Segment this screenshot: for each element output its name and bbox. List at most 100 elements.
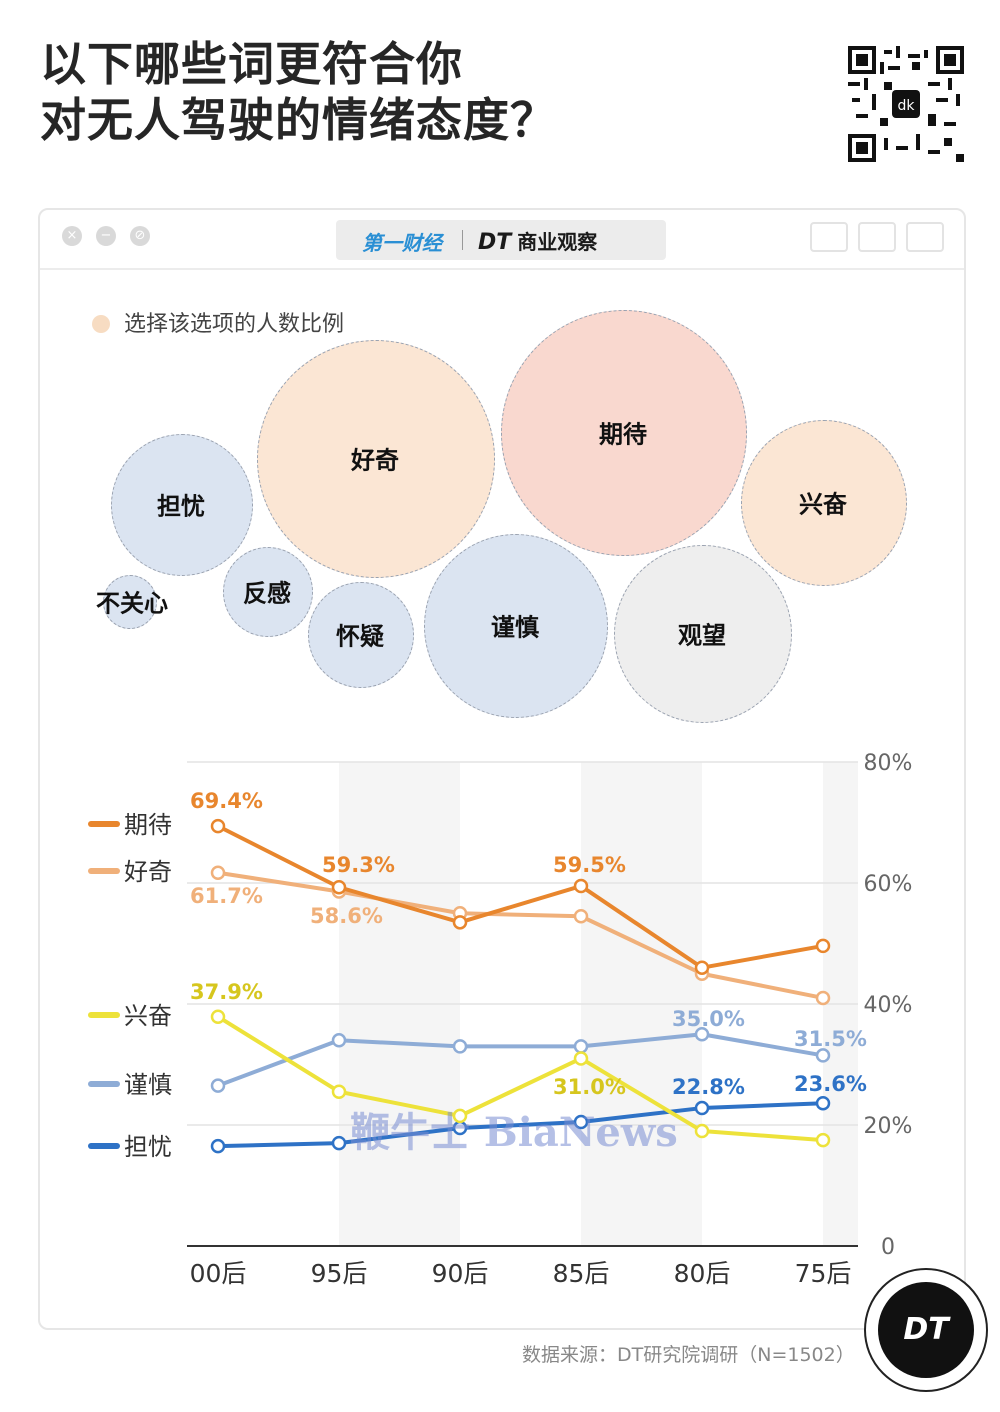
window-titlebar: × − ⊘ 第一财经 DT 商业观察 <box>40 210 964 270</box>
x-tick-label: 75后 <box>795 1259 852 1288</box>
close-icon[interactable]: × <box>62 226 82 246</box>
data-label: 37.9% <box>190 980 263 1004</box>
bubble <box>308 582 414 688</box>
data-label: 58.6% <box>310 904 383 928</box>
legend-label: 谨慎 <box>124 1071 172 1099</box>
data-label: 59.5% <box>553 853 626 877</box>
window-icon[interactable] <box>906 222 944 252</box>
data-point <box>331 1084 347 1099</box>
source-note: 数据来源：DT研究院调研（N=1502） <box>522 1344 855 1366</box>
data-point <box>210 1138 226 1154</box>
bubble-label: 好奇 <box>351 446 399 475</box>
data-point <box>331 1033 347 1048</box>
bubble-label: 期待 <box>599 420 647 449</box>
bubble <box>614 545 792 723</box>
dt-logo-mark: DT <box>478 230 512 255</box>
bubble-label: 谨慎 <box>491 613 539 642</box>
title-line-2: 对无人驾驶的情绪态度？ <box>40 93 557 147</box>
data-point <box>210 1078 226 1093</box>
data-point <box>573 1039 589 1054</box>
dt-badge-logo: DT <box>878 1282 974 1378</box>
x-tick-label: 80后 <box>674 1259 731 1288</box>
bubble-label: 反感 <box>243 579 291 608</box>
bubble <box>103 575 157 629</box>
bubble-label: 观望 <box>678 621 726 650</box>
data-point <box>694 960 710 975</box>
data-point <box>573 878 589 894</box>
minimize-icon[interactable]: − <box>96 226 116 246</box>
x-tick-label: 95后 <box>311 1259 368 1288</box>
share-icon[interactable] <box>858 222 896 252</box>
data-point <box>815 938 831 954</box>
data-point <box>694 1123 710 1139</box>
page-title: 以下哪些词更符合你 对无人驾驶的情绪态度？ <box>40 36 557 148</box>
bubble-label: 不关心 <box>96 589 168 618</box>
data-label: 23.6% <box>794 1072 867 1096</box>
data-label: 35.0% <box>672 1007 745 1031</box>
series-line <box>216 824 825 970</box>
bubble <box>741 420 907 586</box>
bubble <box>424 534 608 718</box>
bubble-label: 兴奋 <box>799 490 847 519</box>
bubble-label: 怀疑 <box>336 622 384 651</box>
data-point <box>331 879 347 895</box>
x-tick-label: 90后 <box>432 1259 489 1288</box>
legend-label: 担忧 <box>124 1133 172 1161</box>
data-point <box>573 1114 589 1130</box>
data-point <box>815 1132 831 1148</box>
bubble-label: 担忧 <box>157 492 205 521</box>
series-line <box>216 870 825 1000</box>
data-label: 61.7% <box>190 884 263 908</box>
bubble <box>223 547 313 637</box>
data-point <box>452 1108 468 1124</box>
bubble-legend-swatch <box>92 315 110 333</box>
data-point <box>815 990 831 1006</box>
watermark: 鞭牛士 BiaNews <box>350 1109 678 1156</box>
y-tick-label: 0 <box>881 1235 895 1260</box>
bubble-legend-label: 选择该选项的人数比例 <box>124 312 345 337</box>
y-tick-label: 40% <box>864 993 913 1018</box>
legend-label: 兴奋 <box>124 1002 172 1030</box>
data-point <box>694 1027 710 1042</box>
brand-logo-bar: 第一财经 DT 商业观察 <box>336 220 666 260</box>
data-label: 59.3% <box>322 853 395 877</box>
series-line <box>216 1032 825 1088</box>
data-label: 69.4% <box>190 789 263 813</box>
dt-logo-text: 商业观察 <box>517 230 598 254</box>
y-tick-label: 80% <box>864 751 913 776</box>
dt-logo: DT 商业观察 <box>478 226 597 255</box>
bubble <box>111 434 253 576</box>
record-icon[interactable] <box>810 222 848 252</box>
data-point <box>210 865 226 880</box>
data-point <box>573 1051 589 1066</box>
data-point <box>452 1039 468 1054</box>
bubble <box>501 310 747 556</box>
title-line-1: 以下哪些词更符合你 <box>40 37 463 91</box>
legend-label: 好奇 <box>124 858 172 886</box>
data-label: 31.5% <box>794 1027 867 1051</box>
x-tick-label: 85后 <box>553 1259 610 1288</box>
data-point <box>573 909 589 924</box>
dt-badge[interactable]: DT <box>864 1268 988 1392</box>
data-point <box>815 1048 831 1063</box>
bubble <box>257 340 495 578</box>
svg-text:dk: dk <box>898 98 916 114</box>
y-tick-label: 20% <box>864 1114 913 1139</box>
yicai-logo: 第一财经 <box>362 231 442 255</box>
series-line <box>216 1101 825 1149</box>
qr-code-icon[interactable]: dk <box>848 46 964 162</box>
data-point <box>452 915 468 930</box>
logo-divider <box>462 230 463 250</box>
data-point <box>210 1009 226 1024</box>
legend-label: 期待 <box>124 811 172 839</box>
data-label: 31.0% <box>553 1075 626 1099</box>
cancel-icon[interactable]: ⊘ <box>130 226 150 246</box>
x-tick-label: 00后 <box>190 1259 247 1288</box>
data-point <box>331 1135 347 1151</box>
y-tick-label: 60% <box>864 872 913 897</box>
data-point <box>694 1100 710 1116</box>
data-point <box>815 1095 831 1111</box>
series-line <box>216 1014 825 1143</box>
data-label: 22.8% <box>672 1075 745 1099</box>
